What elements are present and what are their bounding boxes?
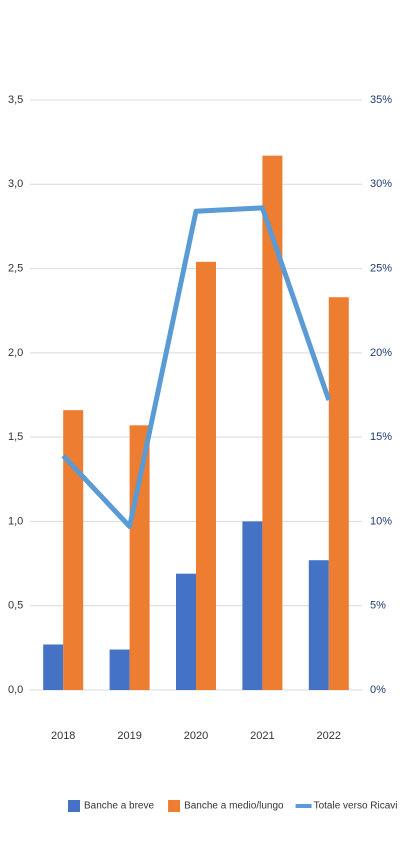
bar — [176, 573, 196, 690]
y-tick-label: 3,0 — [8, 178, 23, 190]
bar — [328, 297, 349, 690]
y-tick-label: 0,0 — [8, 684, 23, 696]
x-tick-label: 2019 — [117, 730, 141, 742]
x-tick-label: 2021 — [250, 730, 274, 742]
legend-label: Banche a medio/lungo — [184, 801, 284, 812]
legend-label: Banche a breve — [84, 801, 154, 812]
y-tick-label: 2,5 — [8, 262, 23, 274]
y-tick-label: 1,0 — [8, 515, 23, 527]
y-tick-label: 0,5 — [8, 600, 23, 612]
y2-tick-label: 15% — [370, 431, 392, 443]
x-tick-label: 2020 — [184, 730, 208, 742]
bar — [63, 410, 84, 690]
y2-tick-label: 30% — [370, 178, 392, 190]
y2-tick-label: 20% — [370, 347, 392, 359]
y2-tick-label: 5% — [370, 600, 386, 612]
legend-label: Totale verso Ricavi — [314, 801, 398, 812]
y2-tick-label: 0% — [370, 684, 386, 696]
x-tick-label: 2018 — [51, 730, 75, 742]
line-series — [61, 205, 332, 529]
y2-tick-label: 10% — [370, 515, 392, 527]
x-tick-label: 2022 — [317, 730, 341, 742]
y-tick-label: 2,0 — [8, 347, 23, 359]
bar — [109, 649, 130, 690]
bar — [129, 425, 150, 690]
bar — [196, 261, 216, 690]
bar — [262, 155, 283, 691]
y2-tick-label: 35% — [370, 94, 392, 106]
legend-swatch — [168, 800, 181, 812]
bar — [308, 560, 329, 690]
y-tick-label: 1,5 — [8, 431, 23, 443]
bar — [43, 644, 64, 690]
y2-tick-label: 25% — [370, 262, 392, 274]
bar — [242, 521, 263, 690]
legend-swatch — [68, 800, 80, 812]
y-tick-label: 3,5 — [8, 94, 23, 106]
